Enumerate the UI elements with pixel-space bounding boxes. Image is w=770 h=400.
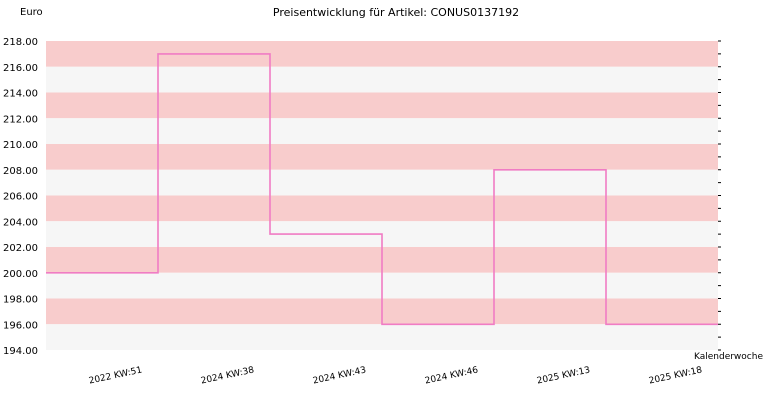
y-axis-label: Euro — [20, 7, 43, 18]
x-tick-label: 2024 KW:43 — [312, 366, 367, 387]
x-axis-tick-labels: 2022 KW:51 2024 KW:38 2024 KW:43 2024 KW:46… — [88, 365, 703, 386]
grid-band — [46, 144, 718, 170]
grid-band — [46, 169, 718, 196]
x-tick-label: 2025 KW:18 — [648, 365, 703, 386]
y-tick-label: 194.00 — [3, 346, 38, 357]
grid-band — [46, 66, 718, 93]
y-tick-label: 212.00 — [3, 114, 38, 125]
x-tick-label: 2024 KW:46 — [424, 365, 479, 386]
grid-band — [46, 195, 718, 222]
x-tick-label: 2025 KW:13 — [536, 366, 591, 387]
y-tick-label: 198.00 — [3, 295, 38, 306]
y-tick-label: 202.00 — [3, 243, 38, 254]
x-tick-label: 2022 KW:51 — [88, 366, 143, 387]
y-tick-label: 214.00 — [3, 89, 38, 100]
grid-band — [46, 92, 718, 119]
y-tick-label: 204.00 — [3, 217, 38, 228]
right-axis-ticks — [718, 40, 721, 351]
x-tick-label: 2024 KW:38 — [200, 365, 255, 386]
chart-title: Preisentwicklung für Artikel: CONUS01371… — [273, 6, 519, 19]
grid-band — [46, 324, 718, 350]
y-tick-label: 216.00 — [3, 63, 38, 74]
grid-band — [46, 118, 718, 144]
y-tick-label: 218.00 — [3, 37, 38, 48]
y-tick-label: 206.00 — [3, 192, 38, 203]
price-series-line — [46, 53, 718, 326]
y-tick-label: 196.00 — [3, 320, 38, 331]
y-tick-label: 210.00 — [3, 140, 38, 151]
grid-band — [46, 41, 718, 67]
y-tick-label: 200.00 — [3, 269, 38, 280]
y-tick-label: 208.00 — [3, 166, 38, 177]
x-axis-label: Kalenderwoche — [694, 352, 763, 362]
y-axis-tick-labels: 194.00 196.00 198.00 200.00 202.00 204.00 206.… — [3, 37, 38, 357]
